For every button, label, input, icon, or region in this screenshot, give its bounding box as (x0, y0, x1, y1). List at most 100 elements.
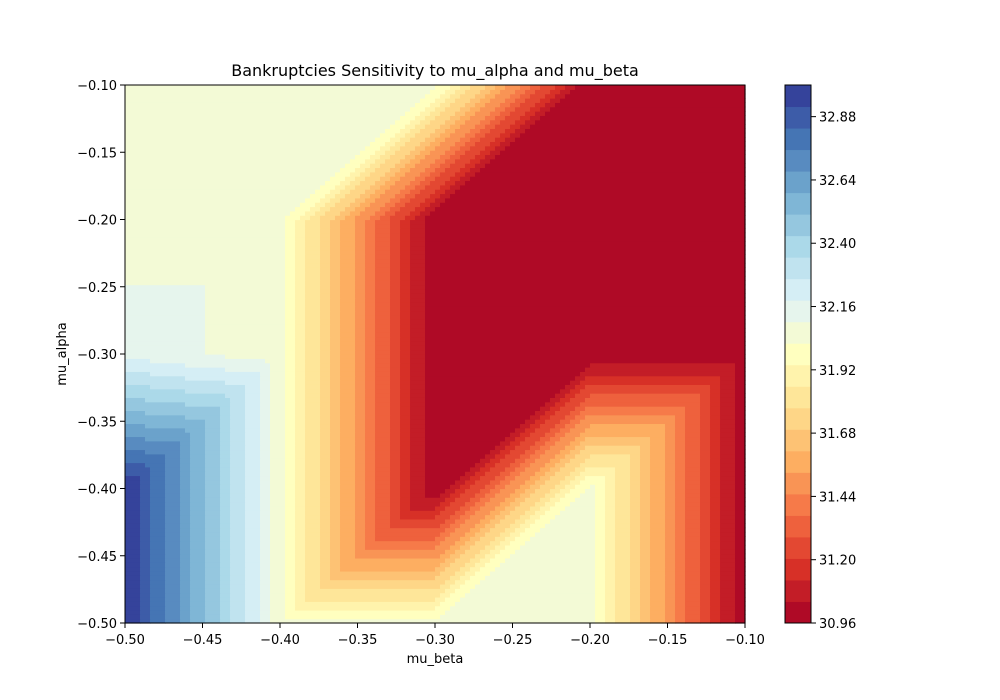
contour-cell (330, 314, 341, 320)
contour-cell (340, 449, 356, 455)
contour-cell (650, 583, 666, 589)
contour-cell (400, 505, 411, 511)
contour-cell (285, 440, 296, 446)
contour-cell (425, 93, 441, 99)
contour-cell (450, 592, 466, 598)
contour-cell (295, 453, 306, 459)
contour-cell (720, 549, 736, 555)
contour-cell (400, 219, 411, 225)
contour-cell (470, 167, 481, 173)
contour-cell (220, 427, 231, 433)
contour-cell (675, 596, 686, 602)
contour-cell (340, 245, 356, 251)
contour-cell (425, 319, 746, 325)
contour-cell (270, 505, 286, 511)
contour-cell (455, 98, 471, 103)
contour-cell (285, 566, 296, 572)
contour-cell (710, 596, 721, 602)
contour-cell (355, 475, 366, 481)
contour-cell (270, 475, 286, 481)
contour-cell (410, 462, 426, 468)
contour-cell (140, 557, 151, 563)
contour-cell (650, 458, 666, 464)
contour-cell (400, 466, 411, 472)
contour-cell (330, 301, 341, 307)
contour-cell (435, 158, 446, 164)
contour-cell (410, 492, 426, 498)
contour-cell (190, 618, 206, 624)
contour-cell (330, 436, 341, 442)
contour-cell (595, 596, 606, 602)
contour-cell (630, 518, 641, 524)
contour-cell (180, 488, 191, 494)
contour-cell (530, 536, 596, 542)
contour-cell (675, 583, 686, 589)
contour-cell (520, 115, 531, 121)
contour-cell (180, 562, 191, 568)
contour-cell (440, 540, 456, 546)
contour-cell (390, 419, 401, 425)
contour-cell (440, 111, 456, 116)
contour-cell (355, 327, 366, 333)
contour-cell (535, 518, 551, 524)
contour-cell (425, 340, 746, 346)
contour-cell (515, 427, 526, 433)
contour-cell (455, 111, 466, 116)
contour-cell (320, 223, 331, 229)
contour-cell (710, 544, 721, 550)
contour-cell (675, 510, 686, 516)
contour-cell (355, 154, 371, 160)
colorbar-level (785, 579, 811, 602)
contour-cell (630, 471, 641, 477)
contour-cell (410, 497, 446, 503)
contour-cell (330, 475, 341, 481)
contour-cell (375, 327, 391, 333)
contour-cell (165, 501, 181, 507)
contour-cell (295, 340, 306, 346)
contour-cell (245, 388, 261, 394)
contour-cell (295, 436, 306, 442)
contour-cell (665, 488, 676, 494)
contour-cell (640, 583, 651, 589)
contour-cell (665, 596, 676, 602)
contour-cell (140, 518, 151, 524)
colorbar-tick-label: 32.64 (819, 174, 856, 189)
contour-cell (545, 432, 556, 438)
contour-cell (710, 462, 721, 468)
contour-cell (590, 484, 596, 490)
contour-cell (305, 223, 321, 229)
contour-cell (355, 267, 366, 273)
contour-cell (260, 566, 271, 572)
contour-cell (330, 375, 341, 381)
contour-cell (365, 449, 376, 455)
contour-cell (365, 501, 376, 507)
contour-cell (400, 310, 411, 316)
contour-cell (400, 488, 411, 494)
contour-cell (340, 488, 356, 494)
contour-cell (455, 510, 466, 516)
contour-cell (340, 518, 356, 524)
contour-cell (245, 575, 261, 581)
contour-cell (400, 449, 411, 455)
contour-cell (615, 540, 631, 546)
contour-cell (340, 228, 356, 234)
contour-cell (395, 180, 411, 186)
contour-cell (675, 562, 686, 568)
contour-cell (410, 310, 426, 316)
contour-cell (675, 427, 686, 433)
contour-cell (320, 484, 331, 490)
contour-cell (400, 115, 416, 121)
contour-cell (220, 475, 231, 481)
contour-cell (125, 102, 416, 108)
contour-cell (525, 427, 536, 433)
contour-cell (330, 510, 341, 516)
contour-cell (710, 492, 721, 498)
contour-cell (165, 458, 181, 464)
contour-cell (665, 605, 676, 611)
contour-cell (595, 601, 606, 607)
contour-cell (390, 488, 401, 494)
contour-cell (260, 388, 271, 394)
contour-cell (305, 427, 321, 433)
contour-cell (605, 618, 616, 624)
contour-cell (375, 232, 391, 238)
